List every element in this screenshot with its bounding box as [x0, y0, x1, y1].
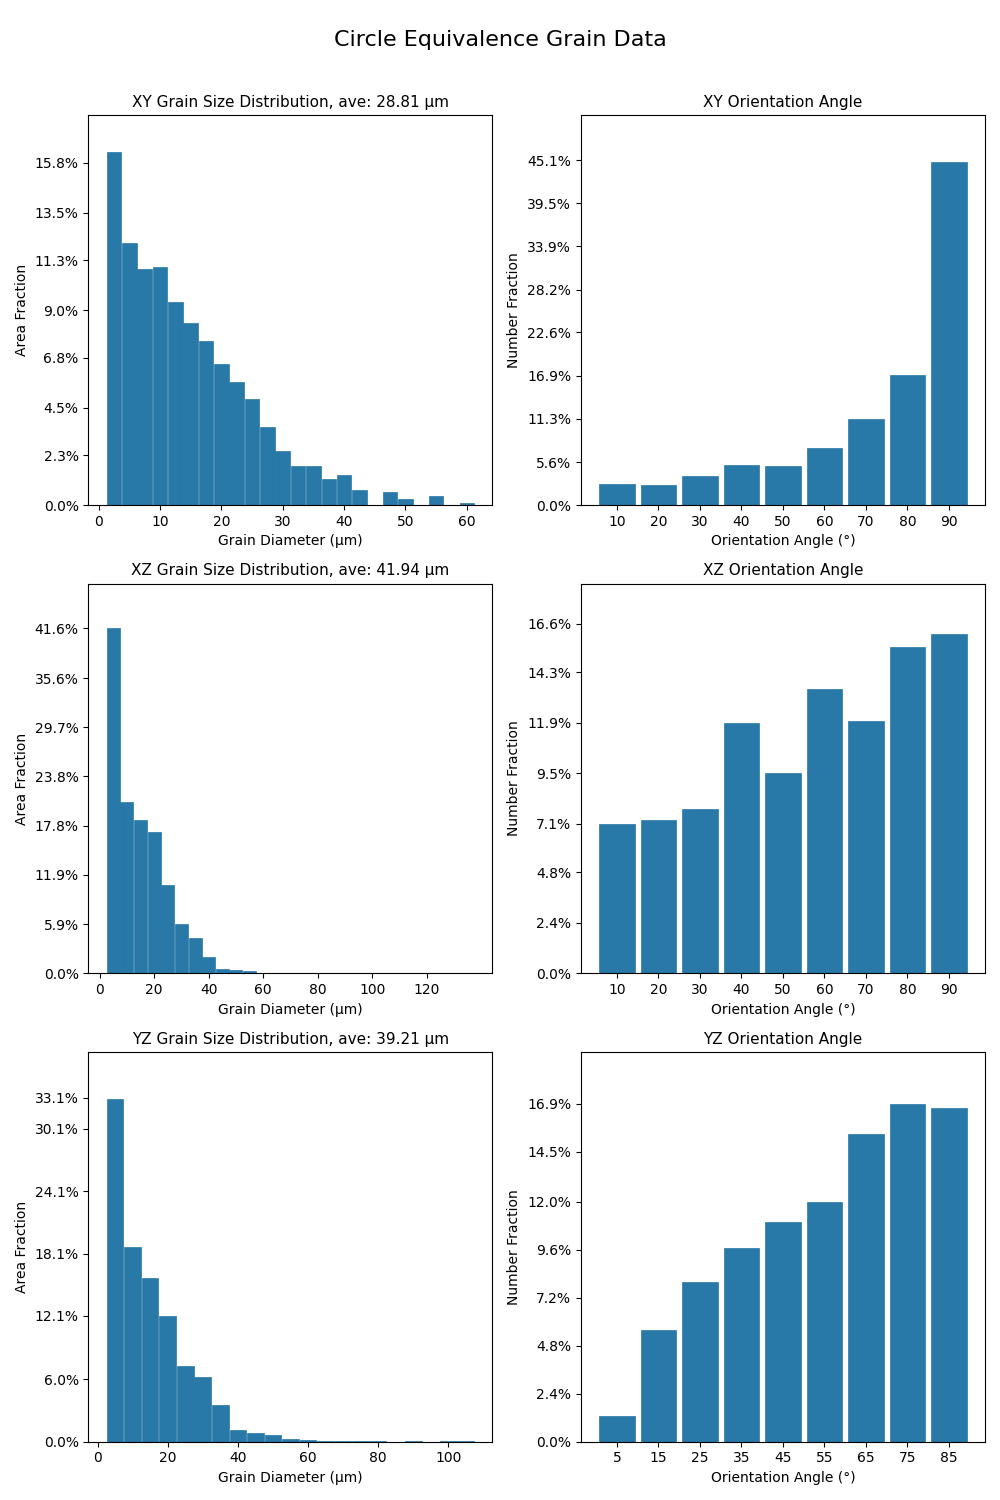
Bar: [429, 496, 443, 506]
Title: XZ Orientation Angle: XZ Orientation Angle: [703, 564, 863, 579]
Y-axis label: Area Fraction: Area Fraction: [15, 732, 29, 825]
Text: Circle Equivalence Grain Data: Circle Equivalence Grain Data: [334, 30, 666, 50]
Y-axis label: Number Fraction: Number Fraction: [507, 1190, 521, 1305]
Title: YZ Orientation Angle: YZ Orientation Angle: [703, 1032, 863, 1047]
Bar: [724, 1248, 759, 1442]
Bar: [641, 1330, 676, 1442]
Bar: [230, 1431, 246, 1442]
Bar: [245, 399, 259, 506]
Y-axis label: Area Fraction: Area Fraction: [15, 264, 29, 357]
Bar: [107, 152, 121, 506]
Bar: [383, 492, 397, 506]
Bar: [124, 1248, 141, 1442]
Bar: [807, 1202, 842, 1442]
Bar: [137, 268, 152, 506]
Bar: [682, 476, 718, 506]
Bar: [161, 885, 174, 974]
Bar: [765, 1222, 801, 1442]
Bar: [807, 688, 842, 974]
Y-axis label: Number Fraction: Number Fraction: [507, 252, 521, 368]
Bar: [229, 970, 242, 974]
Bar: [890, 646, 925, 974]
Bar: [194, 1377, 211, 1442]
X-axis label: Orientation Angle (°): Orientation Angle (°): [711, 1472, 855, 1485]
Bar: [265, 1436, 281, 1442]
Bar: [247, 1434, 264, 1442]
X-axis label: Orientation Angle (°): Orientation Angle (°): [711, 1002, 855, 1017]
Bar: [300, 1440, 316, 1442]
Bar: [599, 484, 635, 506]
Bar: [189, 938, 202, 974]
Bar: [175, 924, 188, 974]
Bar: [134, 821, 147, 974]
Bar: [142, 1278, 158, 1442]
Bar: [120, 801, 133, 974]
Bar: [724, 723, 759, 974]
Bar: [337, 474, 351, 506]
Bar: [107, 628, 120, 974]
Bar: [765, 774, 801, 974]
Title: XZ Grain Size Distribution, ave: 41.94 μm: XZ Grain Size Distribution, ave: 41.94 μ…: [131, 564, 450, 579]
X-axis label: Grain Diameter (μm): Grain Diameter (μm): [218, 1472, 363, 1485]
Bar: [890, 375, 925, 506]
Bar: [306, 466, 321, 506]
Bar: [352, 490, 367, 506]
Bar: [177, 1366, 194, 1442]
Bar: [148, 833, 161, 974]
Bar: [282, 1438, 299, 1442]
Bar: [682, 808, 718, 974]
Bar: [153, 267, 167, 506]
Bar: [460, 503, 474, 506]
Bar: [724, 465, 759, 506]
Bar: [682, 1282, 718, 1442]
Bar: [183, 322, 198, 506]
Bar: [122, 243, 137, 506]
Bar: [599, 824, 635, 974]
Bar: [214, 364, 229, 506]
X-axis label: Grain Diameter (μm): Grain Diameter (μm): [218, 1002, 363, 1017]
Bar: [322, 478, 336, 506]
Bar: [890, 1104, 925, 1442]
Bar: [641, 484, 676, 506]
Bar: [931, 162, 967, 506]
Bar: [765, 466, 801, 506]
Bar: [212, 1406, 229, 1441]
Bar: [931, 634, 967, 974]
Bar: [243, 970, 256, 974]
Title: XY Grain Size Distribution, ave: 28.81 μm: XY Grain Size Distribution, ave: 28.81 μ…: [132, 94, 449, 110]
Bar: [398, 498, 413, 506]
Y-axis label: Number Fraction: Number Fraction: [507, 720, 521, 837]
Bar: [931, 1108, 967, 1442]
Bar: [275, 452, 290, 506]
X-axis label: Grain Diameter (μm): Grain Diameter (μm): [218, 534, 363, 549]
Bar: [641, 819, 676, 974]
Bar: [260, 427, 275, 506]
Bar: [848, 720, 884, 974]
Bar: [848, 419, 884, 506]
X-axis label: Orientation Angle (°): Orientation Angle (°): [711, 534, 855, 549]
Bar: [216, 969, 229, 974]
Bar: [202, 957, 215, 974]
Bar: [807, 447, 842, 506]
Bar: [599, 1416, 635, 1442]
Bar: [229, 381, 244, 506]
Bar: [848, 1134, 884, 1442]
Bar: [168, 302, 183, 506]
Title: YZ Grain Size Distribution, ave: 39.21 μm: YZ Grain Size Distribution, ave: 39.21 μ…: [132, 1032, 449, 1047]
Bar: [291, 466, 305, 506]
Bar: [107, 1100, 123, 1442]
Bar: [199, 340, 213, 506]
Y-axis label: Area Fraction: Area Fraction: [15, 1202, 29, 1293]
Title: XY Orientation Angle: XY Orientation Angle: [703, 94, 863, 110]
Bar: [159, 1316, 176, 1442]
